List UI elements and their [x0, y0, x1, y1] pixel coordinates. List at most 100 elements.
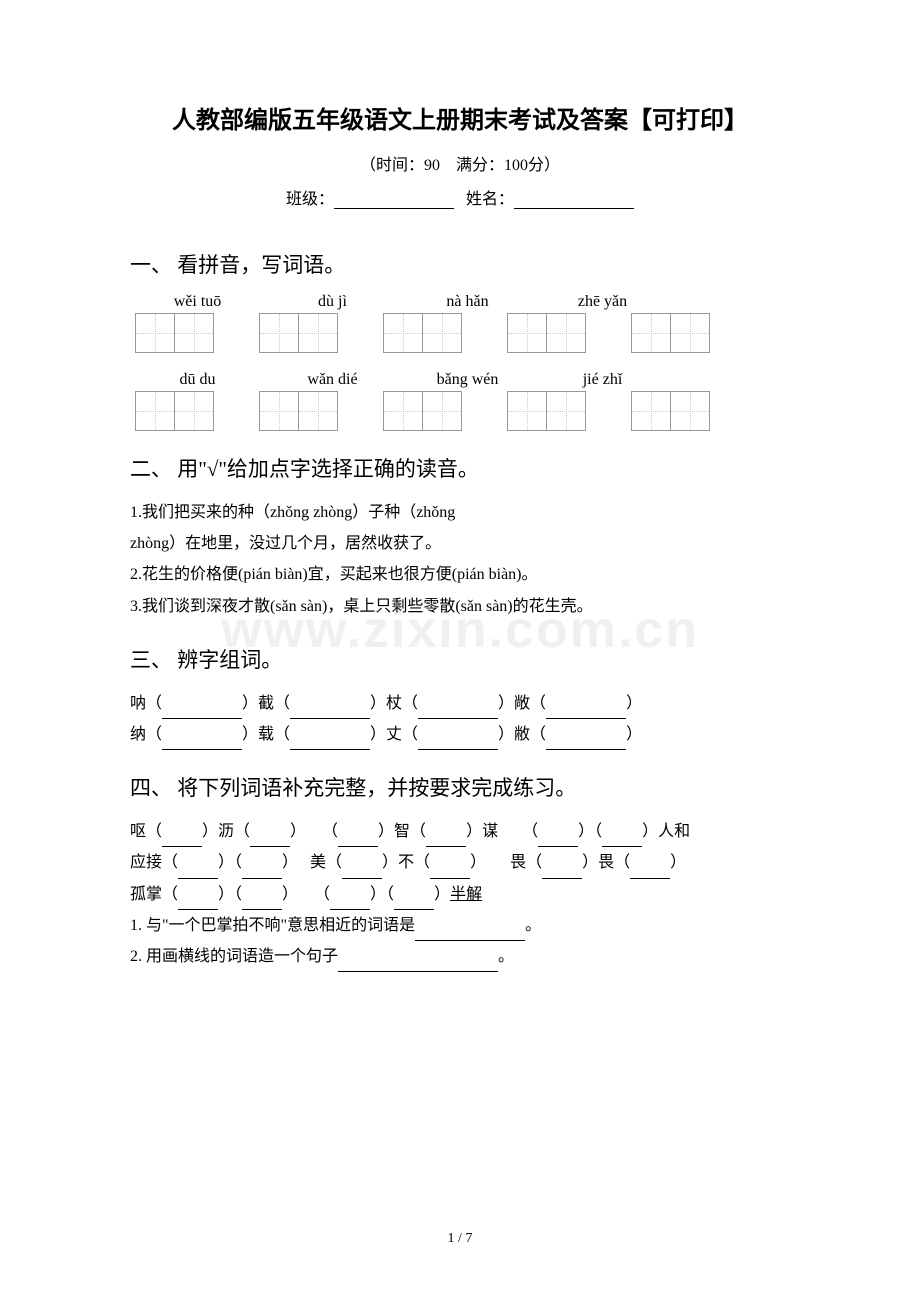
pinyin-label: dù jì	[265, 293, 400, 311]
t: ） （	[290, 823, 338, 840]
char-box[interactable]	[631, 313, 671, 353]
s2-q2: 2.花生的价格便(pián biàn)宜，买起来也很方便(pián biàn)。	[130, 559, 790, 590]
section1-title: 一、 看拼音，写词语。	[130, 249, 790, 279]
t: ） 畏（	[470, 854, 542, 871]
blank[interactable]	[338, 956, 498, 972]
char-boxes-row-2	[130, 391, 790, 431]
s3-row1: 呐（）截（）杖（）敞（）	[130, 688, 790, 719]
char-box-group	[631, 391, 710, 431]
blank[interactable]	[415, 925, 525, 941]
char-box[interactable]	[135, 391, 175, 431]
t: ）（	[218, 854, 242, 871]
s4-q1: 1. 与"一个巴掌拍不响"意思相近的词语是 。	[130, 910, 790, 941]
char-box-group	[383, 313, 462, 353]
pinyin-label: bǎng wén	[400, 371, 535, 389]
char-box[interactable]	[507, 391, 547, 431]
blank[interactable]	[546, 734, 626, 750]
blank[interactable]	[546, 703, 626, 719]
char-box[interactable]	[670, 391, 710, 431]
blank[interactable]	[178, 863, 218, 879]
s3-text: ）	[626, 695, 642, 712]
s2-q1a: 1.我们把买来的种（zhǒng zhòng）子种（zhǒng	[130, 497, 790, 528]
char-box[interactable]	[298, 313, 338, 353]
t: ）畏（	[582, 854, 630, 871]
char-box[interactable]	[135, 313, 175, 353]
blank[interactable]	[602, 831, 642, 847]
name-label: 姓名：	[466, 191, 514, 208]
s3-text: ）丈（	[370, 726, 418, 743]
s3-text: 纳（	[130, 726, 162, 743]
t: ）	[434, 886, 450, 903]
t: ）（	[218, 886, 242, 903]
s4-r1: 呕（）沥（） （）智（）谋 （）（）人和	[130, 816, 790, 847]
blank[interactable]	[162, 734, 242, 750]
section2-title: 二、 用"√"给加点字选择正确的读音。	[130, 453, 790, 483]
name-blank[interactable]	[514, 191, 634, 209]
char-box-group	[631, 313, 710, 353]
pinyin-label: wěi tuō	[130, 293, 265, 311]
blank[interactable]	[162, 831, 202, 847]
t: 应接（	[130, 854, 178, 871]
document-subtitle: （时间：90 满分：100分）	[130, 151, 790, 175]
class-blank[interactable]	[334, 191, 454, 209]
blank[interactable]	[418, 703, 498, 719]
t: ）人和	[642, 823, 690, 840]
char-box-group	[383, 391, 462, 431]
blank[interactable]	[538, 831, 578, 847]
blank[interactable]	[426, 831, 466, 847]
t: 2. 用画横线的词语造一个句子	[130, 948, 338, 965]
t: ）	[670, 854, 686, 871]
char-box[interactable]	[631, 391, 671, 431]
char-box[interactable]	[298, 391, 338, 431]
s3-text: ）载（	[242, 726, 290, 743]
t: 1. 与"一个巴掌拍不响"意思相近的词语是	[130, 917, 415, 934]
blank[interactable]	[242, 894, 282, 910]
char-box[interactable]	[670, 313, 710, 353]
t: ）（	[578, 823, 602, 840]
char-box-group	[259, 391, 338, 431]
char-box[interactable]	[383, 313, 423, 353]
s3-text: ）敞（	[498, 695, 546, 712]
blank[interactable]	[330, 894, 370, 910]
blank[interactable]	[178, 894, 218, 910]
char-box[interactable]	[546, 391, 586, 431]
s3-text: ）敝（	[498, 726, 546, 743]
t: 。	[525, 917, 541, 934]
char-box[interactable]	[259, 313, 299, 353]
char-box[interactable]	[383, 391, 423, 431]
section4-title: 四、 将下列词语补充完整，并按要求完成练习。	[130, 772, 790, 802]
blank[interactable]	[162, 703, 242, 719]
section3-title: 三、 辨字组词。	[130, 644, 790, 674]
blank[interactable]	[290, 734, 370, 750]
blank[interactable]	[630, 863, 670, 879]
char-box[interactable]	[507, 313, 547, 353]
blank[interactable]	[342, 863, 382, 879]
char-box[interactable]	[174, 391, 214, 431]
blank[interactable]	[290, 703, 370, 719]
pinyin-label: jié zhǐ	[535, 371, 670, 389]
blank[interactable]	[394, 894, 434, 910]
char-box[interactable]	[422, 391, 462, 431]
s2-q3: 3.我们谈到深夜才散(sǎn sàn)，桌上只剩些零散(sǎn sàn)的花生壳…	[130, 591, 790, 622]
char-box[interactable]	[174, 313, 214, 353]
t: ）智（	[378, 823, 426, 840]
pinyin-row-2: dū du wǎn dié bǎng wén jié zhǐ	[130, 371, 790, 389]
blank[interactable]	[430, 863, 470, 879]
blank[interactable]	[250, 831, 290, 847]
blank[interactable]	[242, 863, 282, 879]
blank[interactable]	[542, 863, 582, 879]
s3-text: ）	[626, 726, 642, 743]
char-box-group	[507, 313, 586, 353]
blank[interactable]	[338, 831, 378, 847]
document-title: 人教部编版五年级语文上册期末考试及答案【可打印】	[130, 100, 790, 135]
t: ）谋 （	[466, 823, 538, 840]
char-box[interactable]	[546, 313, 586, 353]
char-box[interactable]	[422, 313, 462, 353]
pinyin-row-1: wěi tuō dù jì nà hǎn zhē yǎn	[130, 293, 790, 311]
underlined-word: 半解	[450, 886, 482, 903]
s3-text: 呐（	[130, 695, 162, 712]
blank[interactable]	[418, 734, 498, 750]
pinyin-label: zhē yǎn	[535, 293, 670, 311]
s3-text: ）截（	[242, 695, 290, 712]
char-box[interactable]	[259, 391, 299, 431]
